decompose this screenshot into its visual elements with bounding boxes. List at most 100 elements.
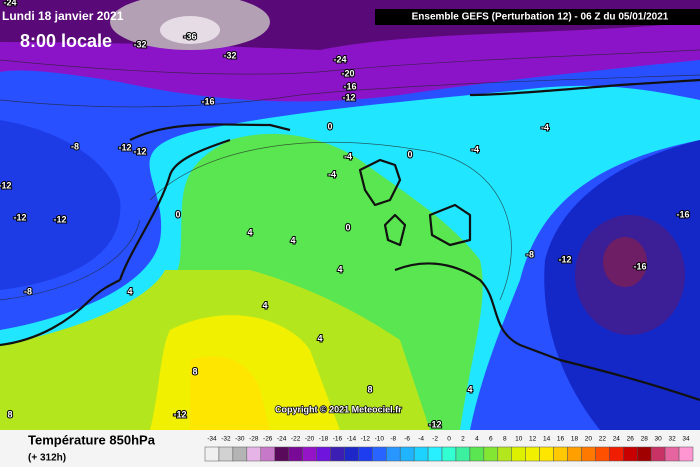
scale-label: 2 <box>461 436 465 443</box>
scale-label: 14 <box>543 436 551 443</box>
contour-label: -4 <box>541 122 549 132</box>
scale-label: -22 <box>291 436 301 443</box>
scale-label: -32 <box>221 436 231 443</box>
scale-swatch <box>274 446 289 462</box>
contour-label: 8 <box>192 366 197 376</box>
contour-label: -16 <box>201 96 214 106</box>
scale-swatch <box>204 446 220 462</box>
variable-title: Température 850hPa <box>28 432 156 447</box>
scale-swatch <box>455 446 471 462</box>
scale-label: -28 <box>249 436 259 443</box>
scale-swatch <box>511 446 526 462</box>
scale-label: 6 <box>489 436 493 443</box>
scale-swatch <box>316 446 331 462</box>
scale-swatch <box>623 446 638 462</box>
forecast-time: 8:00 locale <box>20 31 112 51</box>
scale-label: 4 <box>475 436 479 443</box>
scale-swatch <box>330 446 345 462</box>
scale-label: 20 <box>585 436 593 443</box>
scale-label: 30 <box>655 436 663 443</box>
scale-label: 8 <box>503 436 507 443</box>
run-bar <box>375 9 700 25</box>
contour-label: 0 <box>345 222 350 232</box>
scale-label: 16 <box>557 436 565 443</box>
contour-label: 4 <box>247 227 252 237</box>
scale-swatch <box>441 446 457 462</box>
scale-swatch <box>609 446 624 462</box>
scale-label: -34 <box>207 436 217 443</box>
scale-swatch <box>595 446 610 462</box>
scale-swatch <box>413 446 429 462</box>
contour-label: -12 <box>342 92 355 102</box>
scale-label: 28 <box>641 436 649 443</box>
scale-swatch <box>497 446 512 462</box>
scale-label: -6 <box>404 436 410 443</box>
scale-swatch <box>218 446 234 462</box>
scale-swatch <box>525 446 540 462</box>
contour-label: -16 <box>633 261 646 271</box>
contour-label: -32 <box>223 50 236 60</box>
scale-swatch <box>636 446 652 462</box>
scale-swatch <box>358 446 373 462</box>
scale-label: -30 <box>235 436 245 443</box>
scale-swatch <box>483 446 499 462</box>
map-background <box>0 0 700 431</box>
contour-label: -20 <box>341 68 354 78</box>
contour-label: -16 <box>676 209 689 219</box>
contour-label: 8 <box>367 384 372 394</box>
contour-label: -12 <box>558 254 571 264</box>
scale-label: -8 <box>390 436 396 443</box>
contour-label: -12 <box>13 212 26 222</box>
scale-swatch <box>246 446 262 462</box>
scale-label: 10 <box>515 436 523 443</box>
scale-swatch <box>469 446 485 462</box>
scale-label: 18 <box>571 436 579 443</box>
scale-label: -12 <box>361 436 371 443</box>
color-scale: -34 -32 -30 -28 -26 -24 -22 -20 -18 -16 -14 -12 -10-… <box>204 436 694 462</box>
scale-swatch <box>539 446 554 462</box>
scale-swatch <box>344 446 359 462</box>
scale-swatch <box>567 446 582 462</box>
contour-label: -4 <box>344 151 352 161</box>
contour-label: 4 <box>262 300 267 310</box>
contour-label: -8 <box>24 286 32 296</box>
scale-label: -16 <box>333 436 343 443</box>
scale-swatch <box>664 446 680 462</box>
contour-label: -12 <box>173 409 186 419</box>
coastlines <box>0 78 700 402</box>
scale-label: -24 <box>277 436 287 443</box>
scale-label: -26 <box>263 436 273 443</box>
scale-label: -4 <box>418 436 424 443</box>
scale-label: 24 <box>613 436 621 443</box>
contour-label: -4 <box>328 169 336 179</box>
contour-label: -12 <box>133 146 146 156</box>
scale-label: 0 <box>447 436 451 443</box>
lead-time: (+ 312h) <box>28 453 66 464</box>
contour-label: -32 <box>133 39 146 49</box>
run-info: Ensemble GEFS (Perturbation 12) - 06 Z d… <box>412 12 669 23</box>
scale-swatch <box>260 446 275 462</box>
scale-swatch <box>650 446 666 462</box>
contour-labels: -24-36-32-32-24-20-16-12-16-8-12-12-12-1… <box>0 0 691 430</box>
contour-label: 0 <box>407 149 412 159</box>
scale-label: -20 <box>305 436 315 443</box>
scale-label: 34 <box>682 436 690 443</box>
scale-swatch <box>581 446 596 462</box>
contour-label: 8 <box>7 409 12 419</box>
scale-swatch <box>399 446 415 462</box>
scale-swatch <box>427 446 443 462</box>
contour-label: -4 <box>471 144 479 154</box>
contour-label: -12 <box>428 419 441 429</box>
contour-label: 0 <box>327 121 332 131</box>
scale-label: -14 <box>347 436 357 443</box>
contour-label: 4 <box>290 235 295 245</box>
contour-label: 4 <box>127 286 132 296</box>
scale-label: 22 <box>599 436 607 443</box>
contour-label: -8 <box>526 249 534 259</box>
contour-label: 4 <box>467 384 472 394</box>
contour-label: -12 <box>0 180 12 190</box>
copyright: Copyright © 2021 Meteociel.fr <box>275 404 402 414</box>
scale-label: 12 <box>529 436 537 443</box>
